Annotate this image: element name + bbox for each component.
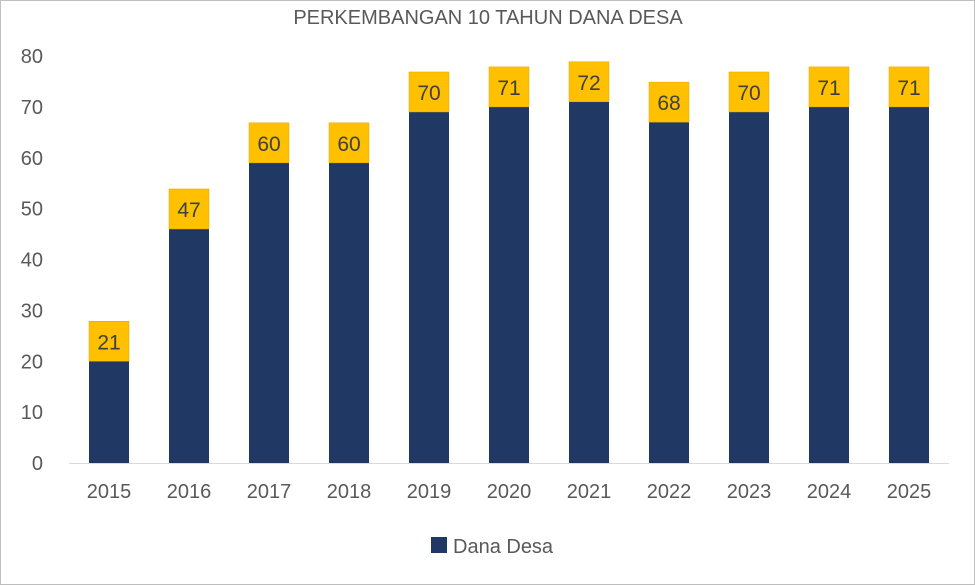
bars-group: 21 47 60 60 70 71 72 68 70 71 71 (88, 61, 930, 464)
data-label-box (728, 71, 770, 113)
data-label: 71 (817, 77, 840, 100)
bar (809, 106, 849, 463)
data-label-box (648, 81, 690, 123)
chart-title: PERKEMBANGAN 10 TAHUN DANA DESA (293, 7, 683, 29)
bar (409, 111, 449, 464)
x-tick-label: 2022 (647, 481, 692, 503)
data-label: 70 (737, 82, 760, 105)
y-tick-label: 50 (21, 199, 43, 221)
data-label-box (808, 66, 850, 108)
y-tick-label: 10 (21, 402, 43, 424)
bar (729, 111, 769, 464)
bar (329, 162, 369, 463)
y-tick-label: 30 (21, 300, 43, 322)
legend-label-dana-desa: Dana Desa (453, 536, 554, 558)
data-label: 70 (417, 82, 440, 105)
bar (249, 162, 289, 463)
data-label: 47 (177, 199, 200, 222)
x-tick-label: 2019 (407, 481, 452, 503)
y-tick-label: 0 (32, 453, 43, 475)
x-tick-label: 2021 (567, 481, 612, 503)
x-tick-label: 2023 (727, 481, 772, 503)
y-tick-label: 70 (21, 97, 43, 119)
data-label: 68 (657, 92, 680, 115)
y-axis-ticks: 0 10 20 30 40 50 60 70 80 (21, 46, 43, 475)
y-tick-label: 40 (21, 250, 43, 272)
data-label: 71 (897, 77, 920, 100)
data-label-box (328, 122, 370, 164)
y-tick-label: 80 (21, 46, 43, 68)
bar (569, 101, 609, 463)
bar (649, 122, 689, 463)
data-label-box (568, 61, 610, 103)
data-label-box (168, 188, 210, 230)
bar (89, 361, 129, 463)
bar (889, 106, 929, 463)
x-tick-label: 2017 (247, 481, 292, 503)
x-tick-label: 2015 (87, 481, 132, 503)
data-label: 71 (497, 77, 520, 100)
data-label: 60 (337, 133, 360, 156)
x-axis-ticks: 2015 2016 2017 2018 2019 2020 2021 2022 2023 2024… (87, 481, 932, 503)
legend: Dana Desa (431, 536, 554, 558)
x-tick-label: 2025 (887, 481, 932, 503)
x-tick-label: 2016 (167, 481, 212, 503)
data-label-box (888, 66, 930, 108)
y-tick-label: 60 (21, 148, 43, 170)
x-tick-label: 2024 (807, 481, 852, 503)
bar (169, 228, 209, 463)
data-label-box (488, 66, 530, 108)
data-label: 72 (577, 72, 600, 95)
x-tick-label: 2018 (327, 481, 372, 503)
data-label: 60 (257, 133, 280, 156)
x-tick-label: 2020 (487, 481, 532, 503)
bar (489, 106, 529, 463)
data-label-box (88, 321, 130, 362)
data-label: 21 (97, 331, 120, 354)
legend-swatch-dana-desa (431, 537, 447, 553)
y-tick-label: 20 (21, 351, 43, 373)
data-label-box (248, 122, 290, 164)
data-label-box (408, 71, 450, 113)
